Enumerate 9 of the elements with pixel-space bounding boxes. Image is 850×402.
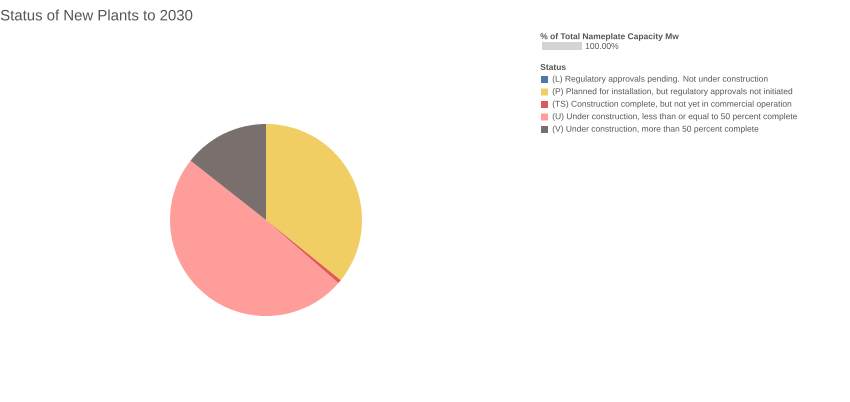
- legend-label: (TS) Construction complete, but not yet in commercial operation: [552, 100, 792, 108]
- legend-label: (V) Under construction, more than 50 percent complete: [552, 126, 758, 134]
- chart-title: Status of New Plants to 2030: [0, 10, 192, 20]
- legend-title: Status: [540, 64, 566, 70]
- legend-label: (P) Planned for installation, but regulatory approvals not initiated: [552, 88, 792, 96]
- text: % of Total Nameplate Capacity Mw: [540, 33, 679, 41]
- legend-label: (L) Regulatory approvals pending. Not under construction: [552, 76, 768, 84]
- text: 100.00%: [586, 43, 618, 49]
- legend-label: (U) Under construction, less than or equal to 50 percent complete: [552, 113, 798, 121]
